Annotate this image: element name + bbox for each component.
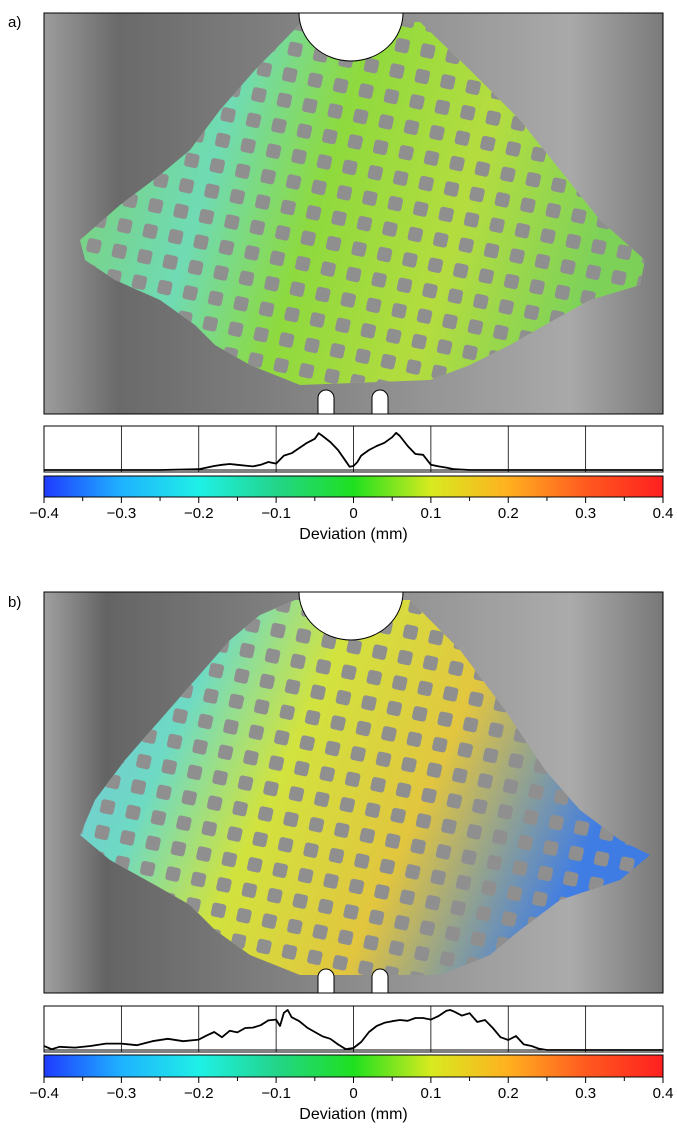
panel-a-tick-label: −0.3 [107,505,137,522]
panel-b-tick-label: 0 [349,1085,357,1102]
panel-a-tick-label: −0.4 [29,505,59,522]
panel-a-colorbar: −0.4 −0.3 −0.2 −0.1 0 0.1 0.2 0.3 0.4 Deviation (… [29,475,674,543]
panel-a-tick-label: 0.1 [420,505,441,522]
panel-b-tick-label: −0.2 [184,1085,214,1102]
panel-b-axis-title: Deviation (mm) [299,1106,407,1123]
panel-a-top-notch [298,12,404,62]
panel-a-tick-label: 0 [349,505,357,522]
panel-b-mesh-holes [80,600,650,975]
panel-b-tick-label: −0.4 [29,1085,59,1102]
panel-b-colorbar-gradient [43,1054,664,1078]
panel-a-label: a) [8,14,22,31]
panel-b-bottom-peg-left [317,968,335,994]
panel-b-colorbar: −0.4 −0.3 −0.2 −0.1 0 0.1 0.2 0.3 0.4 Deviation (… [29,1054,674,1123]
panel-b-histogram [43,1005,664,1053]
panel-b-tick-label: 0.1 [420,1085,441,1102]
panel-a-mesh-holes [80,22,645,385]
panel-a-tick-label: 0.4 [653,505,674,522]
panel-a-histogram-curve [44,431,663,471]
panel-a-tick-label: −0.1 [261,505,291,522]
panel-b-top-notch [298,591,404,641]
panel-b-tick-label: 0.3 [575,1085,596,1102]
panel-b-image [43,591,664,994]
panel-b-tick-label: −0.3 [107,1085,137,1102]
panel-a-tick-label: 0.3 [575,505,596,522]
panel-a-bottom-peg-right [371,389,389,415]
panel-b-histogram-curve [43,1009,663,1051]
panel-a-colorbar-gradient [43,475,664,498]
panel-a-tick-label: −0.2 [184,505,214,522]
panel-a-tick-label: 0.2 [498,505,519,522]
panel-b-label: b) [8,594,22,611]
panel-b-tick-label: −0.1 [261,1085,291,1102]
panel-b-bottom-peg-right [371,968,389,994]
panel-a-histogram [43,425,664,473]
panel-b-tick-label: 0.4 [653,1085,674,1102]
panel-a-bottom-peg-left [317,389,335,415]
panel-a-axis-title: Deviation (mm) [299,526,407,543]
panel-b-tick-label: 0.2 [498,1085,519,1102]
panel-a-image [43,12,664,415]
